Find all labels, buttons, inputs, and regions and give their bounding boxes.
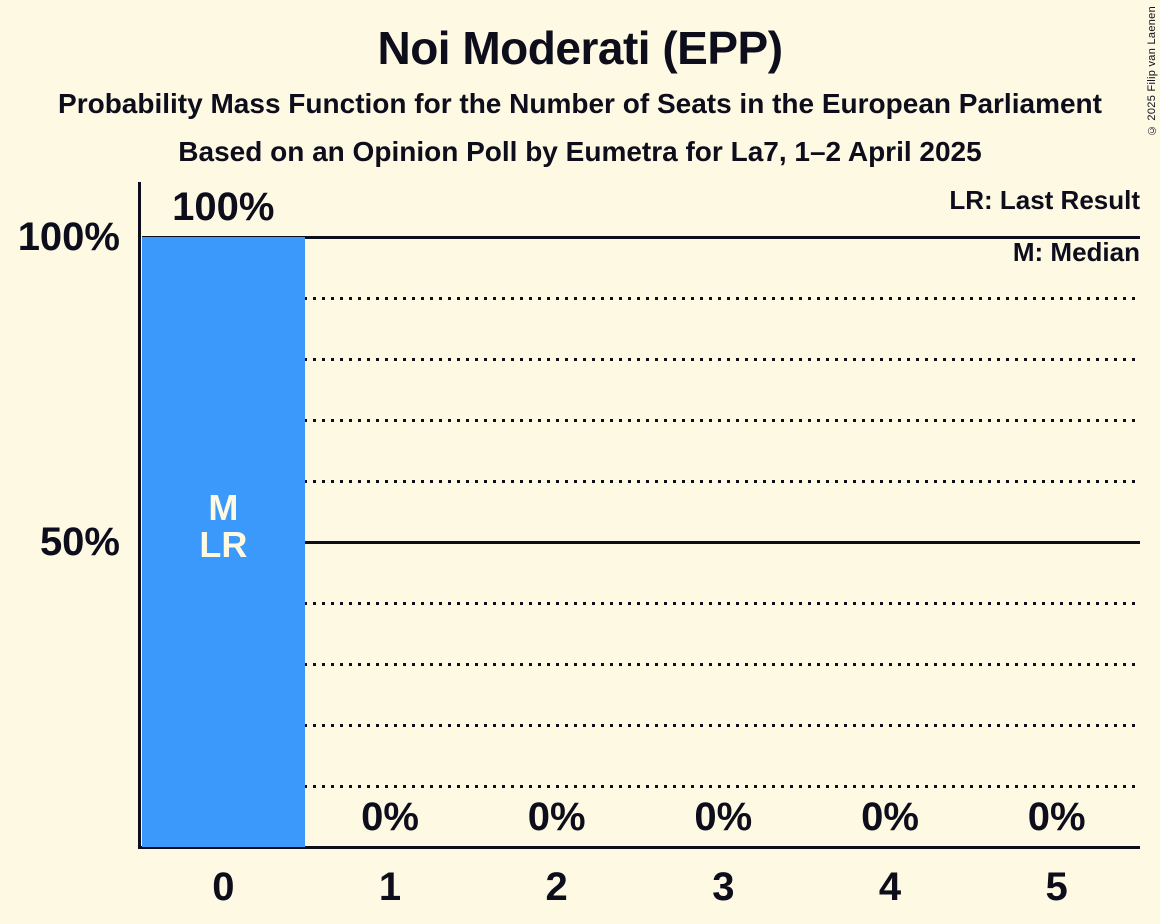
legend-median: M: Median	[1012, 237, 1140, 267]
value-label-seat-4: 0%	[861, 795, 919, 839]
y-tick-label-50: 50%	[39, 520, 120, 564]
x-tick-label-0: 0	[212, 865, 235, 909]
plot-area: 100% 0 0% 1 0% 2 0% 3 0% 4 0% 5 M LR	[140, 185, 1140, 909]
chart-title: Noi Moderati (EPP)	[377, 22, 783, 74]
y-tick-label-100: 100%	[17, 215, 120, 259]
gridline-dotted-70	[142, 418, 1140, 422]
gridline-dotted-90	[142, 296, 1140, 300]
gridline-solid-50	[142, 540, 1140, 544]
value-label-seat-3: 0%	[694, 795, 753, 839]
x-axis-line	[138, 846, 1140, 849]
gridline-dotted-40	[142, 601, 1140, 605]
x-tick-label-2: 2	[545, 865, 568, 909]
legend-last-result: LR: Last Result	[949, 185, 1140, 215]
bar-annotation-median-last-result: M LR	[199, 487, 248, 565]
y-axis-line	[138, 182, 141, 849]
gridline-dotted-60	[142, 479, 1140, 483]
value-label-seat-0: 100%	[172, 185, 275, 229]
x-tick-label-5: 5	[1045, 865, 1068, 909]
gridline-dotted-80	[142, 357, 1140, 361]
gridline-solid-100	[142, 235, 1140, 239]
gridline-dotted-20	[142, 723, 1140, 727]
x-tick-label-1: 1	[378, 865, 402, 909]
x-tick-label-3: 3	[712, 865, 735, 909]
chart-subtitle: Probability Mass Function for the Number…	[58, 88, 1102, 119]
value-label-seat-5: 0%	[1027, 795, 1086, 839]
bar-seat-0	[142, 237, 305, 847]
x-tick-label-4: 4	[878, 865, 902, 909]
value-label-seat-2: 0%	[527, 795, 586, 839]
gridline-dotted-30	[142, 662, 1140, 666]
value-label-seat-1: 0%	[361, 795, 419, 839]
gridline-dotted-10	[142, 784, 1140, 788]
chart-source-line: Based on an Opinion Poll by Eumetra for …	[178, 136, 982, 167]
